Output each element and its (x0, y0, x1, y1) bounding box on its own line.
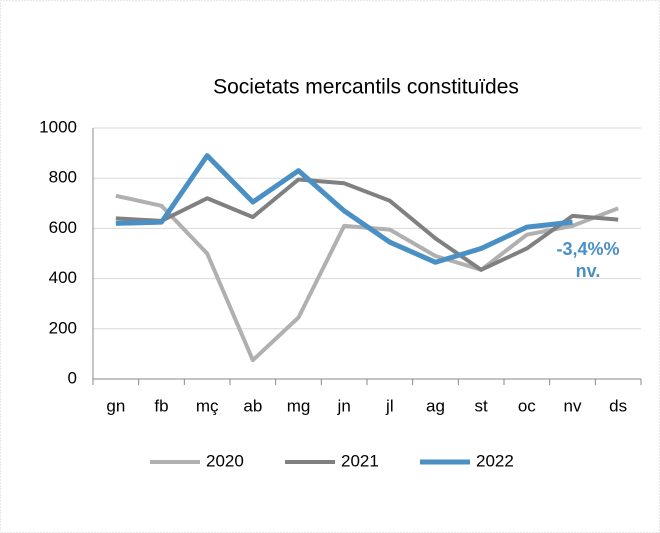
x-tick-label: ag (426, 396, 445, 415)
annotation: -3,4%% (556, 239, 619, 259)
x-tick-label: nv (564, 396, 582, 415)
legend-label: 2020 (206, 451, 244, 470)
x-tick-label: jl (385, 396, 394, 415)
series-line (115, 177, 619, 272)
x-tick-label: mç (196, 396, 219, 415)
legend-label: 2021 (341, 451, 379, 470)
series-line (115, 153, 573, 265)
series-line (115, 193, 619, 363)
x-tick-label: ds (609, 396, 627, 415)
chart-title: Societats mercantils constituïdes (213, 76, 519, 99)
x-tick-label: st (475, 396, 489, 415)
x-tick-label: ab (243, 396, 262, 415)
x-tick-label: oc (518, 396, 536, 415)
x-tick-label: fb (154, 396, 168, 415)
y-tick-label: 1000 (39, 117, 77, 136)
y-tick-label: 200 (49, 318, 77, 337)
y-tick-label: 600 (49, 218, 77, 237)
x-tick-label: mg (287, 396, 311, 415)
x-tick-label: gn (106, 396, 125, 415)
y-tick-label: 400 (49, 268, 77, 287)
legend-label: 2022 (476, 451, 514, 470)
annotation: nv. (576, 261, 601, 281)
x-tick-label: jn (337, 396, 351, 415)
y-tick-label: 800 (49, 168, 77, 187)
y-tick-label: 0 (68, 368, 77, 387)
